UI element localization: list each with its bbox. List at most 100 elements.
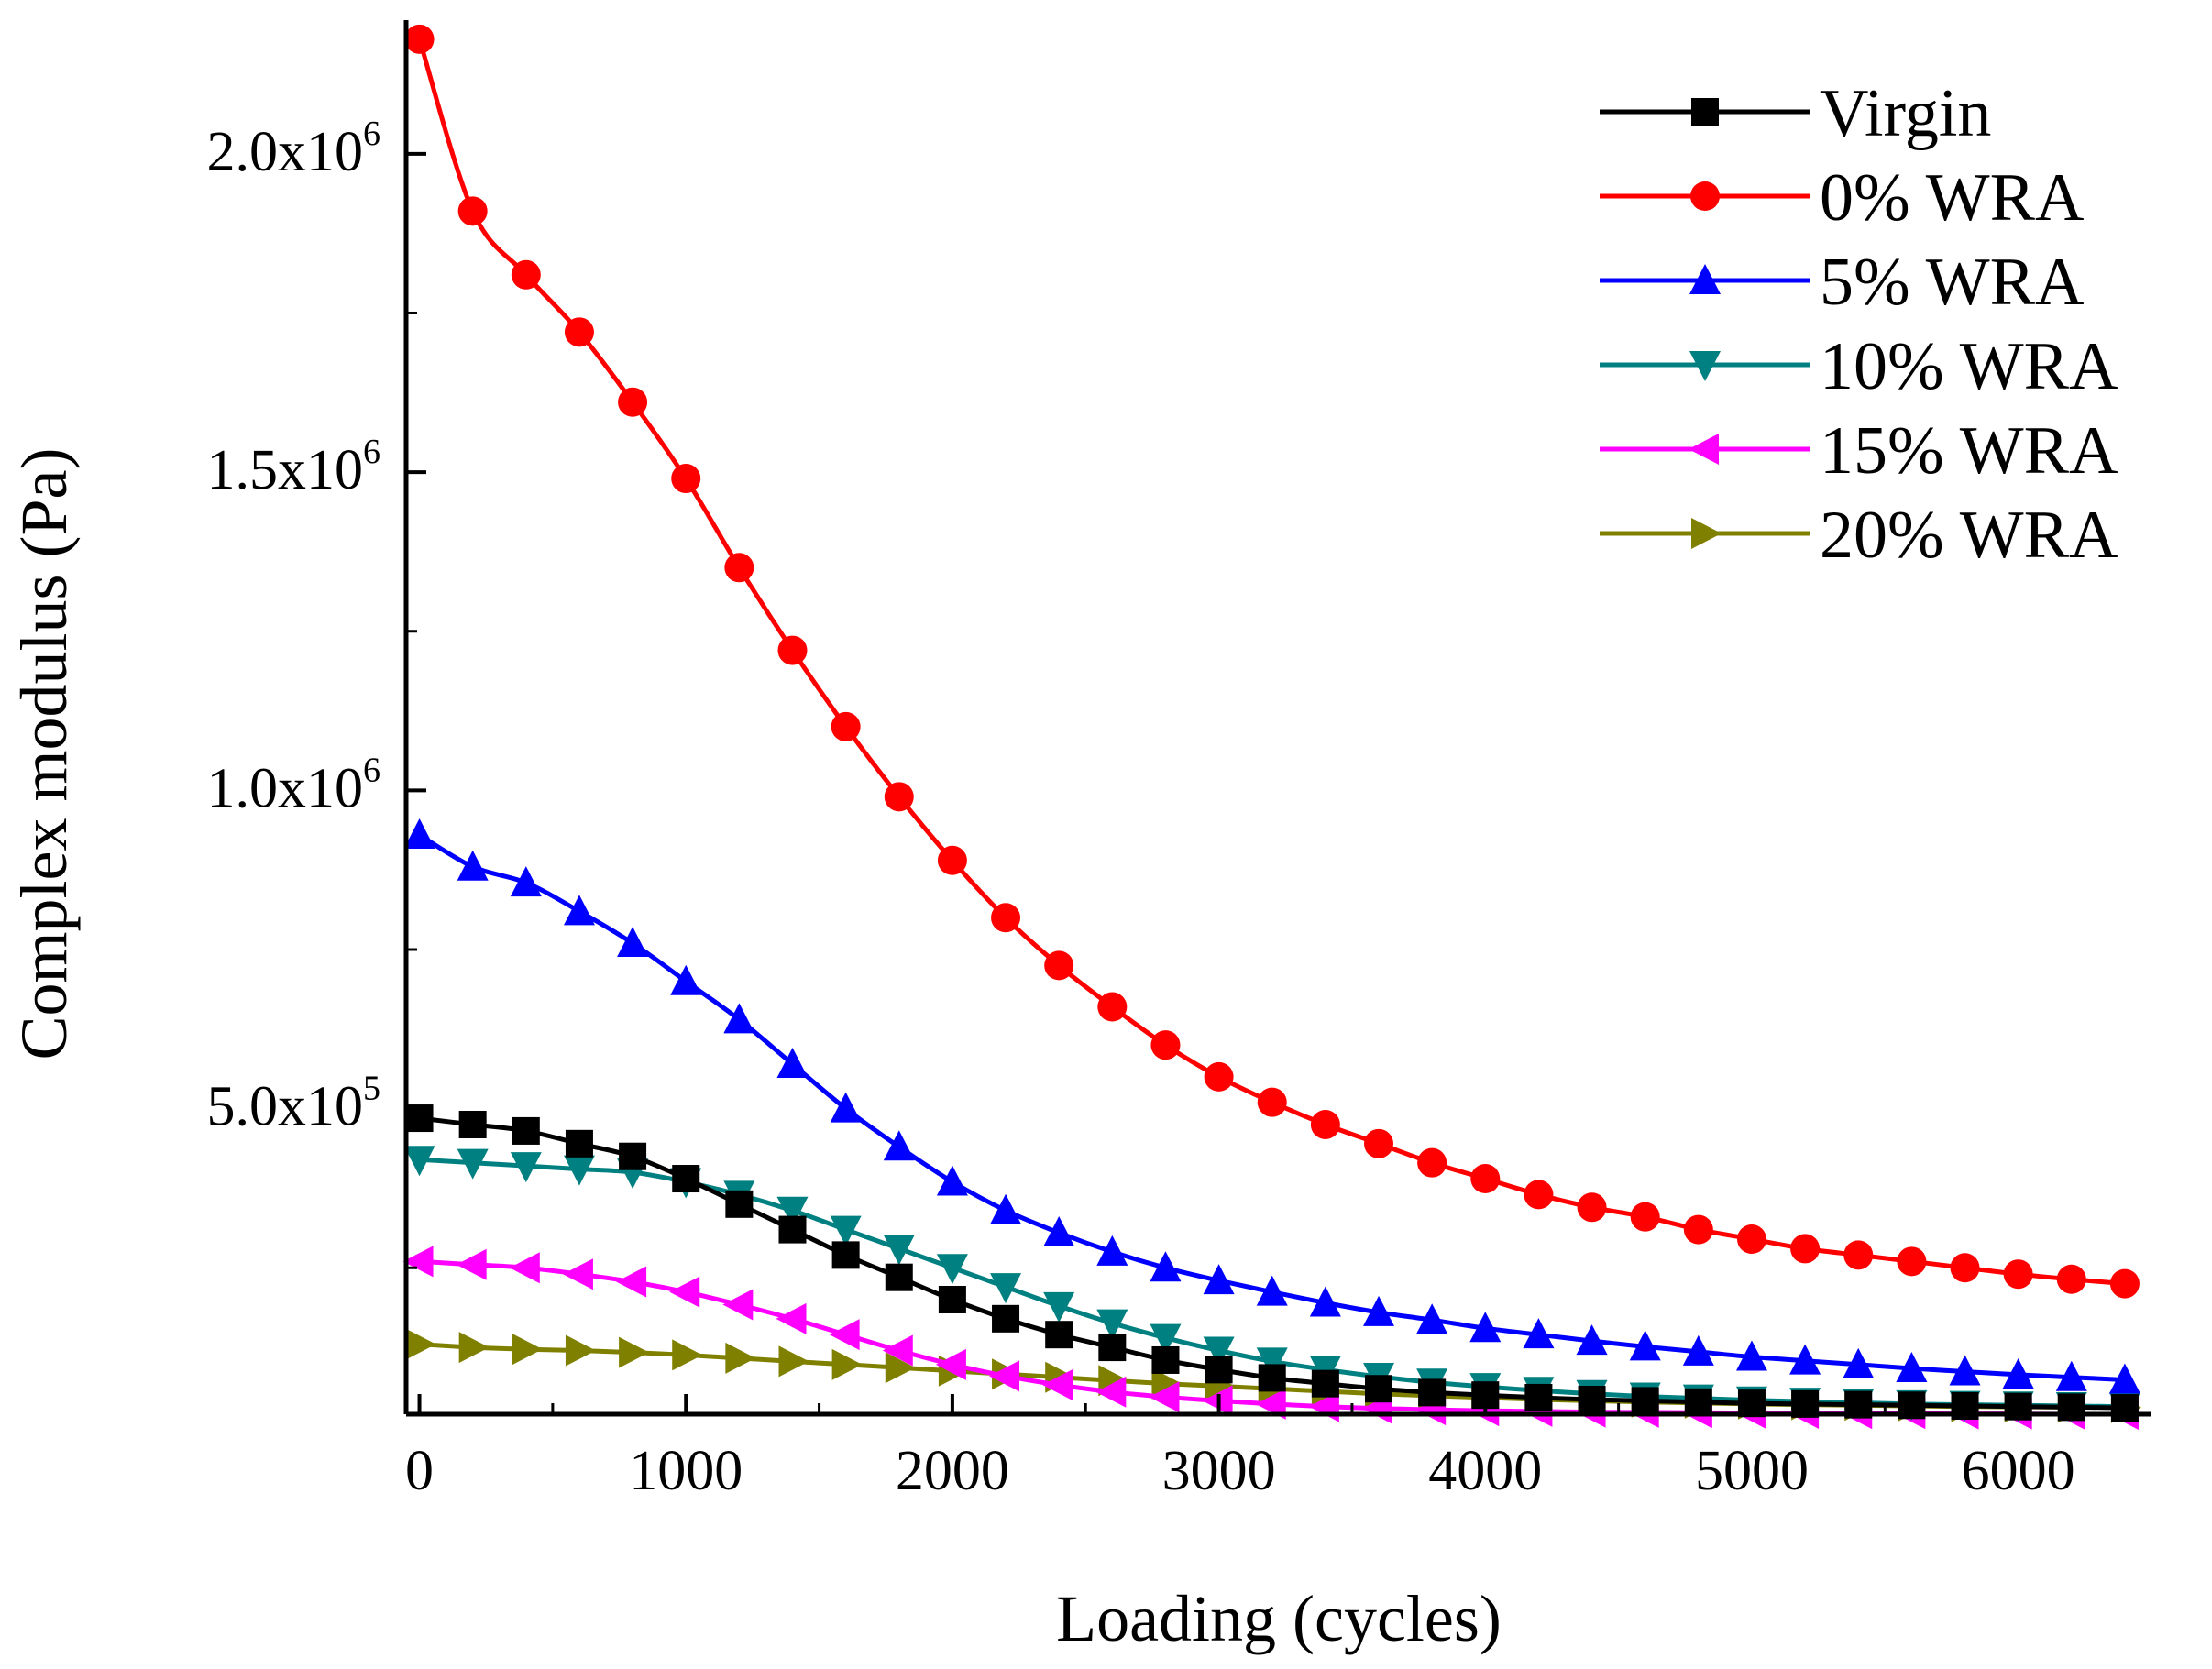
data-point bbox=[1096, 1309, 1128, 1340]
legend-label: 15% WRA bbox=[1820, 413, 2118, 489]
data-point bbox=[1151, 1367, 1183, 1400]
x-tick-label: 0 bbox=[405, 1440, 434, 1502]
x-tick-label: 4000 bbox=[1428, 1440, 1542, 1502]
plot-frame bbox=[403, 20, 2151, 1417]
data-point bbox=[670, 964, 702, 995]
data-point bbox=[1417, 1147, 1447, 1178]
data-point bbox=[565, 1129, 593, 1158]
data-point bbox=[1524, 1383, 1553, 1411]
legend-entry: 20% WRA bbox=[1600, 498, 2118, 573]
data-point bbox=[2108, 1363, 2140, 1394]
data-point bbox=[618, 387, 648, 417]
data-point bbox=[1684, 1388, 1712, 1416]
data-point bbox=[1843, 1240, 1874, 1270]
data-point bbox=[405, 1328, 436, 1360]
data-point bbox=[1044, 950, 1074, 981]
legend-entry: 10% WRA bbox=[1600, 329, 2118, 404]
tick-layer: 0 1000 2000 3000 4000 5000 60005.0x1051.0x1061… bbox=[207, 115, 2075, 1502]
legend-label: Virgin bbox=[1820, 76, 1991, 151]
y-tick-exponent: 5 bbox=[363, 1070, 380, 1108]
data-point bbox=[1683, 1214, 1713, 1245]
data-point bbox=[829, 1319, 860, 1351]
data-point bbox=[778, 1215, 807, 1244]
legend: Virgin 0% WRA 5% WRA 10% WRA 15% WRA 20% WRA bbox=[1600, 76, 2118, 573]
data-point bbox=[619, 1336, 650, 1368]
data-point bbox=[2002, 1357, 2034, 1389]
y-tick-label: 1.5x106 bbox=[207, 433, 381, 501]
data-point bbox=[1470, 1164, 1501, 1194]
data-point bbox=[1789, 1344, 1821, 1375]
data-point bbox=[1309, 1286, 1341, 1317]
y-tick-mantissa: 1.0x10 bbox=[207, 757, 364, 819]
data-point bbox=[1364, 1128, 1394, 1158]
data-point bbox=[2056, 1264, 2086, 1294]
data-point bbox=[671, 464, 701, 494]
data-point bbox=[456, 1248, 487, 1280]
data-point bbox=[1631, 1387, 1659, 1415]
data-point bbox=[938, 1285, 966, 1313]
data-point bbox=[1578, 1386, 1606, 1414]
data-point bbox=[1576, 1324, 1608, 1356]
data-point bbox=[1043, 1291, 1075, 1323]
data-point bbox=[990, 1273, 1022, 1304]
data-point bbox=[403, 818, 435, 849]
data-point bbox=[776, 1048, 809, 1079]
data-point bbox=[1096, 1235, 1128, 1266]
data-point bbox=[1418, 1378, 1447, 1407]
data-point bbox=[992, 1304, 1020, 1333]
data-point bbox=[1149, 1381, 1180, 1413]
legend-label: 10% WRA bbox=[1820, 329, 2118, 404]
data-point bbox=[669, 1276, 700, 1308]
data-point bbox=[725, 1342, 756, 1374]
data-point bbox=[402, 1246, 434, 1278]
data-point bbox=[1896, 1351, 1928, 1382]
data-point bbox=[830, 1092, 862, 1123]
data-point bbox=[1097, 992, 1128, 1022]
series-layer bbox=[402, 24, 2141, 1430]
x-tick-label: 6000 bbox=[1962, 1440, 2075, 1502]
data-point bbox=[1735, 1340, 1767, 1371]
data-point bbox=[1257, 1087, 1287, 1117]
data-point bbox=[1204, 1061, 1234, 1092]
y-tick-exponent: 6 bbox=[363, 751, 380, 789]
data-point bbox=[458, 1110, 487, 1138]
legend-label: 5% WRA bbox=[1820, 245, 2084, 320]
data-point bbox=[2057, 1393, 2085, 1422]
data-point bbox=[1523, 1318, 1555, 1349]
data-point bbox=[1310, 1109, 1340, 1139]
data-point bbox=[403, 1146, 435, 1177]
data-point bbox=[1365, 1375, 1393, 1403]
data-point bbox=[990, 1193, 1022, 1224]
data-point bbox=[1682, 1334, 1714, 1366]
data-point bbox=[512, 1334, 543, 1366]
data-point bbox=[883, 1130, 915, 1161]
data-point bbox=[1150, 1251, 1182, 1282]
y-tick-label: 2.0x106 bbox=[207, 115, 381, 183]
data-point bbox=[1629, 1330, 1661, 1361]
data-point bbox=[725, 1190, 754, 1218]
data-point bbox=[511, 259, 541, 290]
x-tick-label: 2000 bbox=[896, 1440, 1009, 1502]
data-point bbox=[1151, 1345, 1180, 1374]
data-point bbox=[1311, 1369, 1339, 1398]
data-point bbox=[617, 927, 649, 958]
data-point bbox=[776, 1302, 807, 1334]
data-point bbox=[1897, 1246, 1927, 1277]
data-point bbox=[723, 1003, 755, 1034]
data-point bbox=[672, 1339, 703, 1371]
data-point bbox=[458, 1332, 490, 1364]
legend-marker bbox=[1690, 181, 1720, 211]
data-point bbox=[2110, 1394, 2139, 1422]
data-point bbox=[937, 845, 967, 875]
data-point bbox=[1950, 1253, 1980, 1283]
data-point bbox=[512, 1116, 540, 1145]
data-point bbox=[1469, 1312, 1502, 1343]
data-point bbox=[1416, 1303, 1448, 1334]
data-point bbox=[991, 903, 1021, 933]
data-point bbox=[457, 850, 489, 881]
data-point bbox=[510, 866, 542, 897]
data-point bbox=[1843, 1347, 1875, 1378]
data-point bbox=[1045, 1321, 1073, 1349]
x-tick-label: 3000 bbox=[1162, 1440, 1276, 1502]
data-point bbox=[989, 1360, 1020, 1392]
